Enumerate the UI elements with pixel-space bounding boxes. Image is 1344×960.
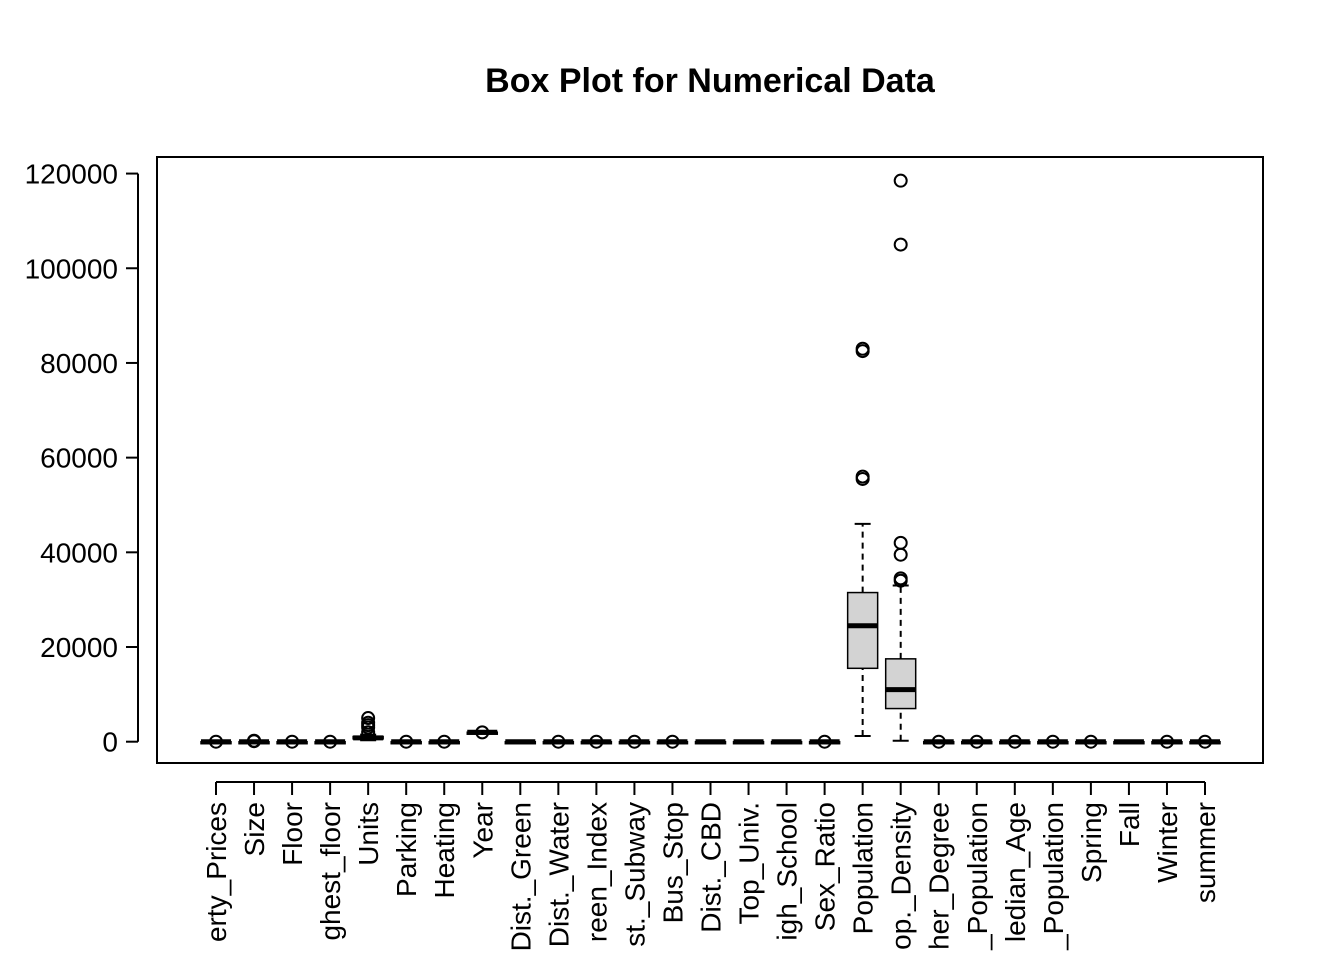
box-9 bbox=[542, 734, 575, 749]
box-15 bbox=[770, 739, 803, 745]
box-20 bbox=[961, 734, 993, 749]
x-tick-label: Population bbox=[848, 802, 879, 934]
x-tick-label: Winter bbox=[1152, 802, 1183, 883]
outlier-point bbox=[323, 734, 338, 749]
box-2 bbox=[276, 734, 308, 749]
box-3 bbox=[314, 734, 346, 749]
outlier-point bbox=[399, 734, 414, 749]
box-11 bbox=[618, 734, 651, 749]
outlier-point bbox=[817, 734, 832, 749]
chart-title: Box Plot for Numerical Data bbox=[485, 62, 936, 100]
box-25 bbox=[1151, 734, 1183, 749]
box-16 bbox=[808, 734, 841, 749]
box-10 bbox=[580, 734, 613, 749]
box-12 bbox=[656, 734, 689, 749]
box-6 bbox=[428, 734, 460, 749]
outlier-point bbox=[1198, 734, 1212, 749]
y-tick-label: 20000 bbox=[40, 632, 118, 663]
x-tick-label: op._Density bbox=[886, 802, 917, 950]
outlier-point bbox=[589, 734, 604, 749]
y-tick-label: 100000 bbox=[25, 253, 118, 284]
x-tick-label: Floor bbox=[277, 802, 308, 866]
outlier-point bbox=[1007, 734, 1022, 749]
x-tick-label: Bus_Stop bbox=[657, 802, 688, 923]
x-tick-label: ghest_floor bbox=[315, 802, 346, 941]
outlier-point bbox=[437, 734, 452, 749]
y-tick-label: 120000 bbox=[25, 159, 118, 190]
outlier-point bbox=[1045, 734, 1060, 749]
x-tick-label: Units bbox=[353, 802, 384, 866]
x-tick-label: erty_Prices bbox=[201, 802, 232, 942]
box-17 bbox=[846, 341, 879, 738]
outlier-point bbox=[475, 725, 490, 740]
x-tick-label: Dist._Water bbox=[543, 802, 574, 947]
outlier-point bbox=[855, 469, 870, 484]
outlier-point bbox=[1159, 734, 1174, 749]
box-13 bbox=[694, 739, 727, 745]
outlier-point bbox=[665, 734, 680, 749]
x-tick-label: _Population bbox=[962, 802, 993, 951]
box-1 bbox=[238, 733, 270, 749]
box-24 bbox=[1113, 739, 1145, 745]
x-tick-label: summer bbox=[1190, 802, 1221, 903]
y-tick-label: 0 bbox=[102, 727, 118, 758]
outlier-point bbox=[931, 734, 946, 749]
x-tick-label: reen_Index bbox=[581, 802, 612, 942]
x-tick-label: igh_School bbox=[772, 802, 803, 941]
x-tick-label: st._Subway bbox=[619, 802, 650, 947]
y-tick-label: 40000 bbox=[40, 537, 118, 568]
x-tick-label: her_Degree bbox=[924, 802, 955, 950]
box-5 bbox=[390, 734, 422, 749]
box-14 bbox=[732, 739, 765, 745]
box-iqr bbox=[846, 591, 879, 670]
outlier-point bbox=[361, 711, 376, 726]
boxes-group bbox=[200, 173, 1221, 749]
outlier-point bbox=[551, 734, 566, 749]
box-7 bbox=[466, 725, 499, 740]
outlier-point bbox=[969, 734, 984, 749]
outlier-point bbox=[893, 173, 908, 188]
box-4 bbox=[352, 711, 384, 742]
x-tick-label: Fall bbox=[1114, 802, 1145, 847]
x-tick-label: Heating bbox=[429, 802, 460, 899]
plot-frame bbox=[156, 156, 1264, 764]
box-21 bbox=[999, 734, 1031, 749]
box-18 bbox=[884, 173, 917, 742]
outlier-point bbox=[209, 734, 223, 749]
x-tick-label: Dist._Green bbox=[505, 802, 536, 951]
outlier-point bbox=[1083, 734, 1098, 749]
x-tick-label: Size bbox=[239, 802, 270, 856]
x-tick-label: Spring bbox=[1076, 802, 1107, 883]
x-tick-label: Sex_Ratio bbox=[810, 802, 841, 931]
x-tick-label: Parking bbox=[391, 802, 422, 897]
outlier-point bbox=[247, 733, 262, 748]
x-axis: erty_Prices Size Floor ghest_floor Units Park… bbox=[201, 781, 1221, 951]
x-tick-label: Top_Univ. bbox=[734, 802, 765, 924]
y-tick-label: 60000 bbox=[40, 443, 118, 474]
x-tick-label: ledian_Age bbox=[1000, 802, 1031, 942]
box-8 bbox=[504, 739, 537, 745]
outlier-point bbox=[893, 237, 908, 252]
x-tick-label: _Population bbox=[1038, 802, 1069, 951]
box-23 bbox=[1075, 734, 1107, 749]
outlier-point bbox=[285, 734, 300, 749]
outlier-point bbox=[893, 571, 908, 586]
box-0 bbox=[200, 734, 232, 749]
box-26 bbox=[1189, 734, 1221, 749]
outlier-point bbox=[361, 725, 376, 740]
box-22 bbox=[1037, 734, 1069, 749]
x-tick-label: Year bbox=[467, 802, 498, 859]
y-axis: 0 20000 40000 60000 80000 100000 120000 bbox=[25, 159, 139, 758]
outlier-point bbox=[627, 734, 642, 749]
outlier-point bbox=[855, 341, 870, 356]
box-19 bbox=[922, 734, 955, 749]
outlier-point bbox=[893, 547, 908, 562]
box-iqr bbox=[884, 658, 917, 710]
outlier-point bbox=[361, 715, 376, 730]
outlier-point bbox=[893, 535, 908, 550]
x-tick-label: Dist._CBD bbox=[696, 802, 727, 933]
y-tick-label: 80000 bbox=[40, 348, 118, 379]
